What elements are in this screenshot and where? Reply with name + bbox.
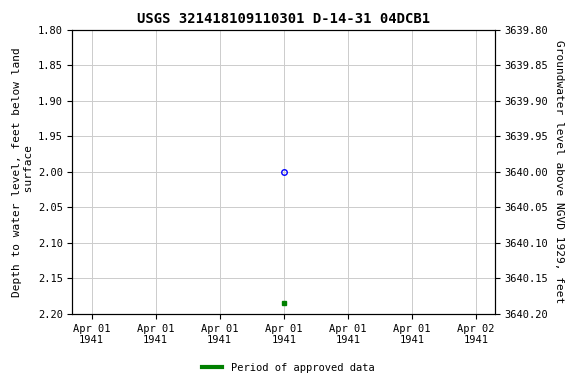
Legend: Period of approved data: Period of approved data	[198, 359, 378, 377]
Y-axis label: Groundwater level above NGVD 1929, feet: Groundwater level above NGVD 1929, feet	[554, 40, 564, 303]
Y-axis label: Depth to water level, feet below land
 surface: Depth to water level, feet below land su…	[12, 47, 33, 297]
Title: USGS 321418109110301 D-14-31 04DCB1: USGS 321418109110301 D-14-31 04DCB1	[137, 12, 430, 26]
